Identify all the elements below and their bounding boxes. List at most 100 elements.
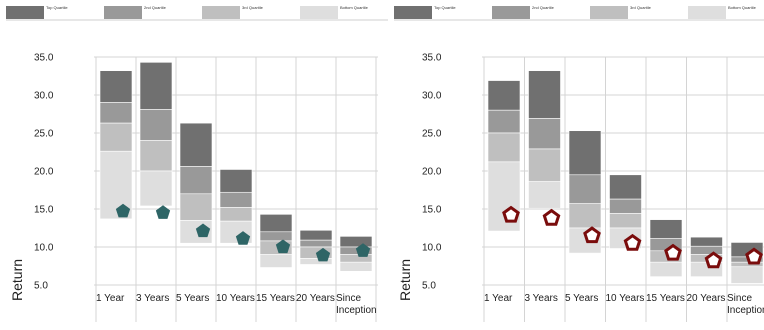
bottom-quartile-segment xyxy=(730,266,764,284)
top-quartile-segment xyxy=(99,70,133,103)
right-chart-panel: Top Quartile 2nd Quartile 3rd Quartile Bott… xyxy=(394,5,764,322)
fund-return-marker xyxy=(502,205,520,223)
top-quartile-segment xyxy=(690,236,723,247)
fund-return-marker xyxy=(704,251,723,269)
second-quartile-segment xyxy=(487,109,521,134)
top-quartile-segment xyxy=(139,62,173,110)
x-category-label: 20 Years xyxy=(296,293,335,304)
legend-swatch-third-quartile xyxy=(590,6,628,19)
fund-return-marker xyxy=(235,231,251,245)
legend-label-third-quartile: 3rd Quartile xyxy=(242,5,264,10)
legend-label-bottom-quartile: Bottom Quartile xyxy=(728,5,757,10)
second-quartile-segment xyxy=(259,231,293,242)
y-tick-label: 30.0 xyxy=(422,91,442,102)
third-quartile-segment xyxy=(609,213,642,229)
left-quartile-bars xyxy=(99,62,373,272)
y-tick-label: 35.0 xyxy=(422,53,442,64)
fund-return-marker xyxy=(155,205,171,219)
fund-return-marker xyxy=(542,208,561,226)
top-quartile-segment xyxy=(259,214,293,233)
y-tick-label: 15.0 xyxy=(422,205,442,216)
bottom-quartile-segment xyxy=(339,261,373,272)
bottom-quartile-segment xyxy=(649,261,683,277)
third-quartile-segment xyxy=(99,122,133,152)
x-category-label: 3 Years xyxy=(136,293,169,304)
x-category-label: Inception xyxy=(336,305,377,316)
left-fund-markers xyxy=(115,203,371,262)
top-quartile-segment xyxy=(339,236,373,248)
legend-label-third-quartile: 3rd Quartile xyxy=(630,5,652,10)
second-quartile-segment xyxy=(139,109,173,141)
legend-swatch-top-quartile xyxy=(6,6,44,19)
third-quartile-segment xyxy=(487,132,521,163)
third-quartile-segment xyxy=(219,207,253,222)
left-legend: Top Quartile 2nd Quartile 3rd Quartile Bott… xyxy=(6,5,388,21)
legend-swatch-bottom-quartile xyxy=(688,6,726,19)
left-y-axis-title: Return xyxy=(9,259,25,301)
left-chart-panel: Top Quartile 2nd Quartile 3rd Quartile Bott… xyxy=(6,5,388,322)
legend-label-second-quartile: 2nd Quartile xyxy=(144,5,167,10)
bottom-quartile-segment xyxy=(139,170,173,207)
x-category-label: Since xyxy=(727,293,752,304)
x-category-label: 1 Year xyxy=(96,293,125,304)
x-category-label: 3 Years xyxy=(525,293,558,304)
top-quartile-segment xyxy=(649,219,683,239)
y-tick-label: 10.0 xyxy=(422,243,442,254)
legend-swatch-second-quartile xyxy=(104,6,142,19)
x-category-label: 10 Years xyxy=(216,293,255,304)
legend-label-top-quartile: Top Quartile xyxy=(46,5,68,10)
x-category-label: 10 Years xyxy=(606,293,645,304)
y-tick-label: 5.0 xyxy=(34,281,48,292)
fund-return-marker xyxy=(623,233,642,251)
fund-return-marker xyxy=(745,247,763,265)
x-category-label: Since xyxy=(336,293,361,304)
y-tick-label: 20.0 xyxy=(34,167,54,178)
right-x-axis: 1 Year 3 Years 5 Years 10 Years 15 Years 20 Y… xyxy=(484,293,764,316)
second-quartile-segment xyxy=(99,102,133,124)
bottom-quartile-segment xyxy=(528,181,561,209)
right-y-axis-title: Return xyxy=(397,259,413,301)
top-quartile-segment xyxy=(179,122,213,167)
fund-return-marker xyxy=(195,223,211,238)
fund-return-marker xyxy=(664,243,682,261)
top-quartile-segment xyxy=(528,70,561,119)
legend-swatch-bottom-quartile xyxy=(300,6,338,19)
fund-return-marker xyxy=(275,239,291,254)
fund-return-marker xyxy=(315,247,331,262)
y-tick-label: 10.0 xyxy=(34,243,54,254)
second-quartile-segment xyxy=(179,166,213,195)
bottom-quartile-segment xyxy=(299,258,333,265)
top-quartile-segment xyxy=(568,130,602,176)
legend-label-bottom-quartile: Bottom Quartile xyxy=(340,5,369,10)
right-y-axis: 35.0 30.0 25.0 20.0 15.0 10.0 5.0 xyxy=(422,53,764,322)
legend-label-second-quartile: 2nd Quartile xyxy=(532,5,555,10)
right-fund-markers xyxy=(502,205,763,269)
top-quartile-segment xyxy=(299,229,333,241)
y-tick-label: 25.0 xyxy=(422,129,442,140)
third-quartile-segment xyxy=(139,140,173,172)
top-quartile-segment xyxy=(609,174,642,200)
x-category-label: Inception xyxy=(727,305,764,316)
legend-label-top-quartile: Top Quartile xyxy=(434,5,456,10)
x-category-label: 5 Years xyxy=(565,293,598,304)
left-x-axis: 1 Year 3 Years 5 Years 10 Years 15 Years 20 Y… xyxy=(96,293,377,316)
y-tick-label: 5.0 xyxy=(422,281,436,292)
third-quartile-segment xyxy=(568,203,602,229)
second-quartile-segment xyxy=(299,239,333,248)
right-legend: Top Quartile 2nd Quartile 3rd Quartile Bott… xyxy=(394,5,764,21)
legend-swatch-third-quartile xyxy=(202,6,240,19)
x-category-label: 20 Years xyxy=(687,293,726,304)
legend-swatch-second-quartile xyxy=(492,6,530,19)
y-tick-label: 35.0 xyxy=(34,53,54,64)
third-quartile-segment xyxy=(179,193,213,221)
second-quartile-segment xyxy=(568,174,602,204)
x-category-label: 15 Years xyxy=(646,293,685,304)
third-quartile-segment xyxy=(528,148,561,182)
legend-swatch-top-quartile xyxy=(394,6,432,19)
second-quartile-segment xyxy=(609,198,642,214)
second-quartile-segment xyxy=(219,191,253,208)
fund-return-marker xyxy=(355,243,371,257)
fund-return-marker xyxy=(115,203,131,218)
x-category-label: 5 Years xyxy=(176,293,209,304)
bottom-quartile-segment xyxy=(259,254,293,268)
